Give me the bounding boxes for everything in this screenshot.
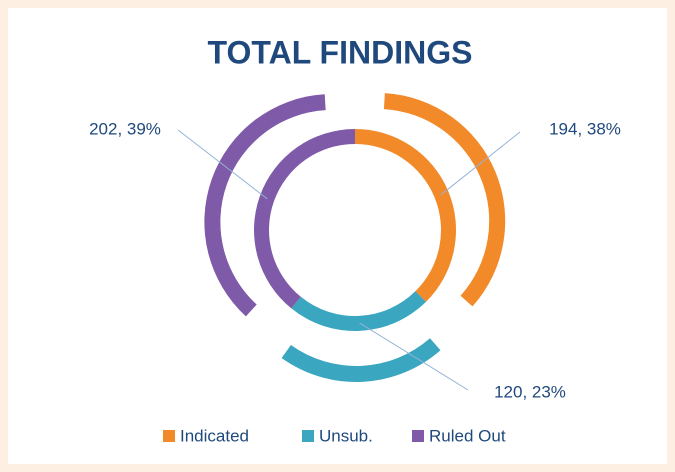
data-label: 202, 39% bbox=[89, 119, 161, 138]
legend-swatch bbox=[302, 430, 314, 442]
inner-segment bbox=[355, 129, 456, 302]
legend-label: Ruled Out bbox=[429, 426, 506, 445]
chart-area bbox=[8, 8, 667, 464]
leader-line bbox=[177, 129, 268, 200]
data-label: 194, 38% bbox=[549, 119, 621, 138]
data-label: 120, 23% bbox=[494, 382, 566, 401]
legend-label: Indicated bbox=[180, 426, 249, 445]
leader-line bbox=[440, 131, 521, 196]
legend-label: Unsub. bbox=[319, 426, 373, 445]
legend-swatch bbox=[412, 430, 424, 442]
outer-segment bbox=[383, 93, 506, 307]
outer-segment bbox=[281, 338, 441, 382]
leader-line bbox=[359, 322, 469, 391]
inner-segment bbox=[291, 291, 426, 331]
outer-segment bbox=[204, 94, 326, 317]
inner-segment bbox=[254, 129, 355, 309]
legend-swatch bbox=[163, 430, 175, 442]
chart-title: TOTAL FINDINGS bbox=[208, 34, 473, 70]
